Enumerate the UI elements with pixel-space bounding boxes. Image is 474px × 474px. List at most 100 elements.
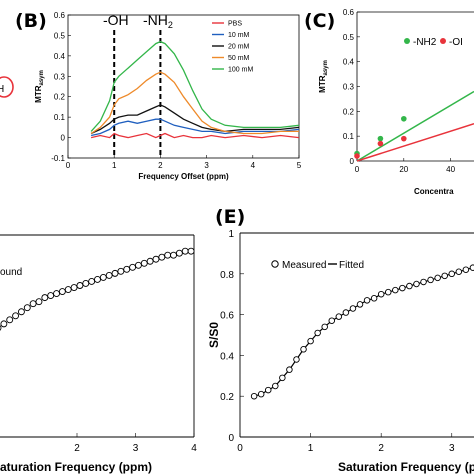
panel-d-data-point	[6, 316, 14, 324]
panel-d-plot-area: 2 3 4 aturation Frequency (ppm)	[0, 234, 197, 474]
panel-d-data-point	[35, 298, 43, 306]
panel-e-fit-line	[253, 266, 474, 397]
panel-e-legend-fitted-label: Fitted	[339, 260, 364, 271]
panel-d-data-point	[76, 282, 84, 289]
panel-e-x-tick-label: 0	[237, 443, 243, 454]
panel-e-data-point	[406, 282, 413, 290]
panel-b-y-tick-label: 0.5	[54, 31, 66, 40]
panel-c-fit-line	[356, 90, 474, 162]
panel-e-y-tick-label: 0.8	[220, 270, 234, 281]
panel-b-x-tick-label: 3	[204, 161, 209, 170]
panel-e-data-point	[257, 390, 265, 398]
panel-c-y-axis-title: MTRasym	[318, 60, 329, 93]
panel-e-data-point	[321, 323, 328, 331]
panel-e-x-axis-title: Saturation Frequency (ppm)	[338, 460, 474, 474]
panel-b-x-tick-label: 2	[158, 161, 163, 170]
panel-d-data-point	[47, 292, 55, 300]
panel-b-y-axis-title: MTRasym	[34, 70, 45, 103]
panel-c-y-axis-title-main: MTR	[318, 75, 327, 93]
panel-b-y-axis-title-main: MTR	[34, 85, 43, 103]
panel-e-legend-measured-marker	[271, 260, 279, 268]
panel-e-data-point	[307, 337, 314, 345]
peak-label-nh2: -NH2	[143, 12, 173, 30]
panel-b-x-tick-label: 4	[251, 161, 256, 170]
panel-d-data-point	[152, 255, 160, 263]
panel-e-data-point	[272, 382, 279, 390]
panel-e-data-point	[420, 278, 427, 286]
panel-e-label: (E)	[215, 206, 245, 228]
panel-c-data-point	[377, 140, 384, 147]
panel-d-x-tick-label: 2	[74, 443, 80, 454]
panel-c-label: (C)	[304, 10, 335, 32]
panel-b-series-line	[90, 132, 300, 139]
panel-b-series-line	[90, 71, 299, 135]
panel-e-data-point	[441, 272, 448, 280]
panel-c-y-axis-title-sub: asym	[323, 60, 329, 75]
panel-e-data-point	[399, 284, 406, 292]
panel-d-data-point	[0, 320, 8, 328]
panel-b-chart: (B) -OH -NH2 0 1 2 3 4 5-0.100.10.20.30.40.50…	[15, 10, 302, 181]
panel-c-y-tick-label: 0.3	[343, 83, 355, 92]
panel-d-data-point	[29, 300, 37, 308]
panel-e-data-point	[335, 313, 343, 320]
panel-d-data-point	[58, 288, 66, 296]
panel-c-y-tick-label: 0.4	[343, 58, 355, 67]
panel-d-x-tick-label: 3	[133, 443, 139, 454]
panel-c-data-point	[377, 135, 384, 142]
panel-b-y-tick-label: 0.3	[54, 72, 66, 81]
panel-c-x-tick-label: 40	[446, 165, 455, 174]
panel-e-data-point	[293, 356, 300, 363]
panel-e-data-point	[455, 268, 463, 276]
panel-e-legend-measured-label: Measured	[282, 260, 326, 271]
panel-d-data-point	[158, 253, 166, 261]
panel-d-data-point	[111, 269, 119, 277]
panel-b-y-axis-title-sub: asym	[39, 70, 45, 85]
panel-d-data-point	[88, 278, 96, 285]
panel-e-y-tick-label: 0.2	[220, 392, 234, 403]
panel-b-y-tick-label: 0.1	[54, 113, 66, 122]
panel-d-x-axis-title: aturation Frequency (ppm)	[0, 460, 152, 474]
panel-c-legend-label: -NH2	[413, 37, 437, 48]
peak-label-nh2-sub: 2	[168, 20, 173, 30]
panel-b-legend: PBS 10 mM 20 mM 50 mM 100 mM	[212, 21, 253, 74]
panel-e-data-point	[328, 317, 336, 324]
panel-b-series-line	[90, 118, 300, 137]
panel-d-data-point	[41, 294, 49, 302]
panel-d-chart: ound 2 3 4 aturation Frequency (ppm)	[0, 234, 197, 474]
panel-e-data-point	[264, 386, 272, 394]
panel-d-data-point	[64, 286, 72, 293]
panel-b-legend-label: 100 mM	[228, 67, 253, 74]
panel-c-data-point	[354, 153, 360, 159]
panel-c-x-axis-title: Concentra	[414, 187, 454, 196]
panel-c-fit-line	[356, 123, 474, 162]
panel-d-data-point	[0, 325, 2, 331]
panel-b-y-tick-label: 0	[61, 134, 66, 143]
panel-e-data-point	[363, 297, 371, 304]
panel-e-data-point	[286, 366, 293, 373]
panel-d-data-point	[12, 312, 20, 320]
panel-e-chart: (E) 0 0.2 0.4 0.6 0.8 1 0 1 2 3 Saturation Frequen…	[207, 206, 474, 474]
panel-b-x-axis-title: Frequency Offset (ppm)	[138, 172, 229, 181]
panel-e-data-point	[413, 280, 420, 288]
panel-e-data-point	[384, 288, 392, 296]
panel-b-series-line	[90, 40, 300, 132]
panel-d-data-point	[134, 261, 142, 269]
panel-d-data-point	[99, 273, 107, 281]
panel-a-partial-text: H	[0, 84, 4, 95]
panel-e-data-point	[392, 286, 399, 294]
panel-d-data-point	[17, 308, 25, 316]
panel-e-y-tick-label: 0.6	[220, 311, 234, 322]
panel-b-y-tick-label: 0.4	[54, 52, 66, 61]
panel-d-data-point	[146, 257, 154, 265]
panel-e-data-point	[370, 295, 378, 302]
panel-c-data-point	[401, 135, 407, 142]
panel-e-data-point	[250, 392, 258, 400]
panel-b-y-tick-label: -0.1	[51, 154, 65, 163]
panel-c-legend-marker	[440, 38, 446, 44]
panel-e-y-tick-label: 1	[228, 229, 234, 240]
panel-c-plot-area: 0 0.1 0.2 0.3 0.4 0.5 0.6 0 20 40 Concentra MTRasym…	[318, 8, 474, 196]
panel-b-legend-label: 10 mM	[228, 32, 250, 39]
panel-c-x-tick-label: 20	[399, 165, 408, 174]
